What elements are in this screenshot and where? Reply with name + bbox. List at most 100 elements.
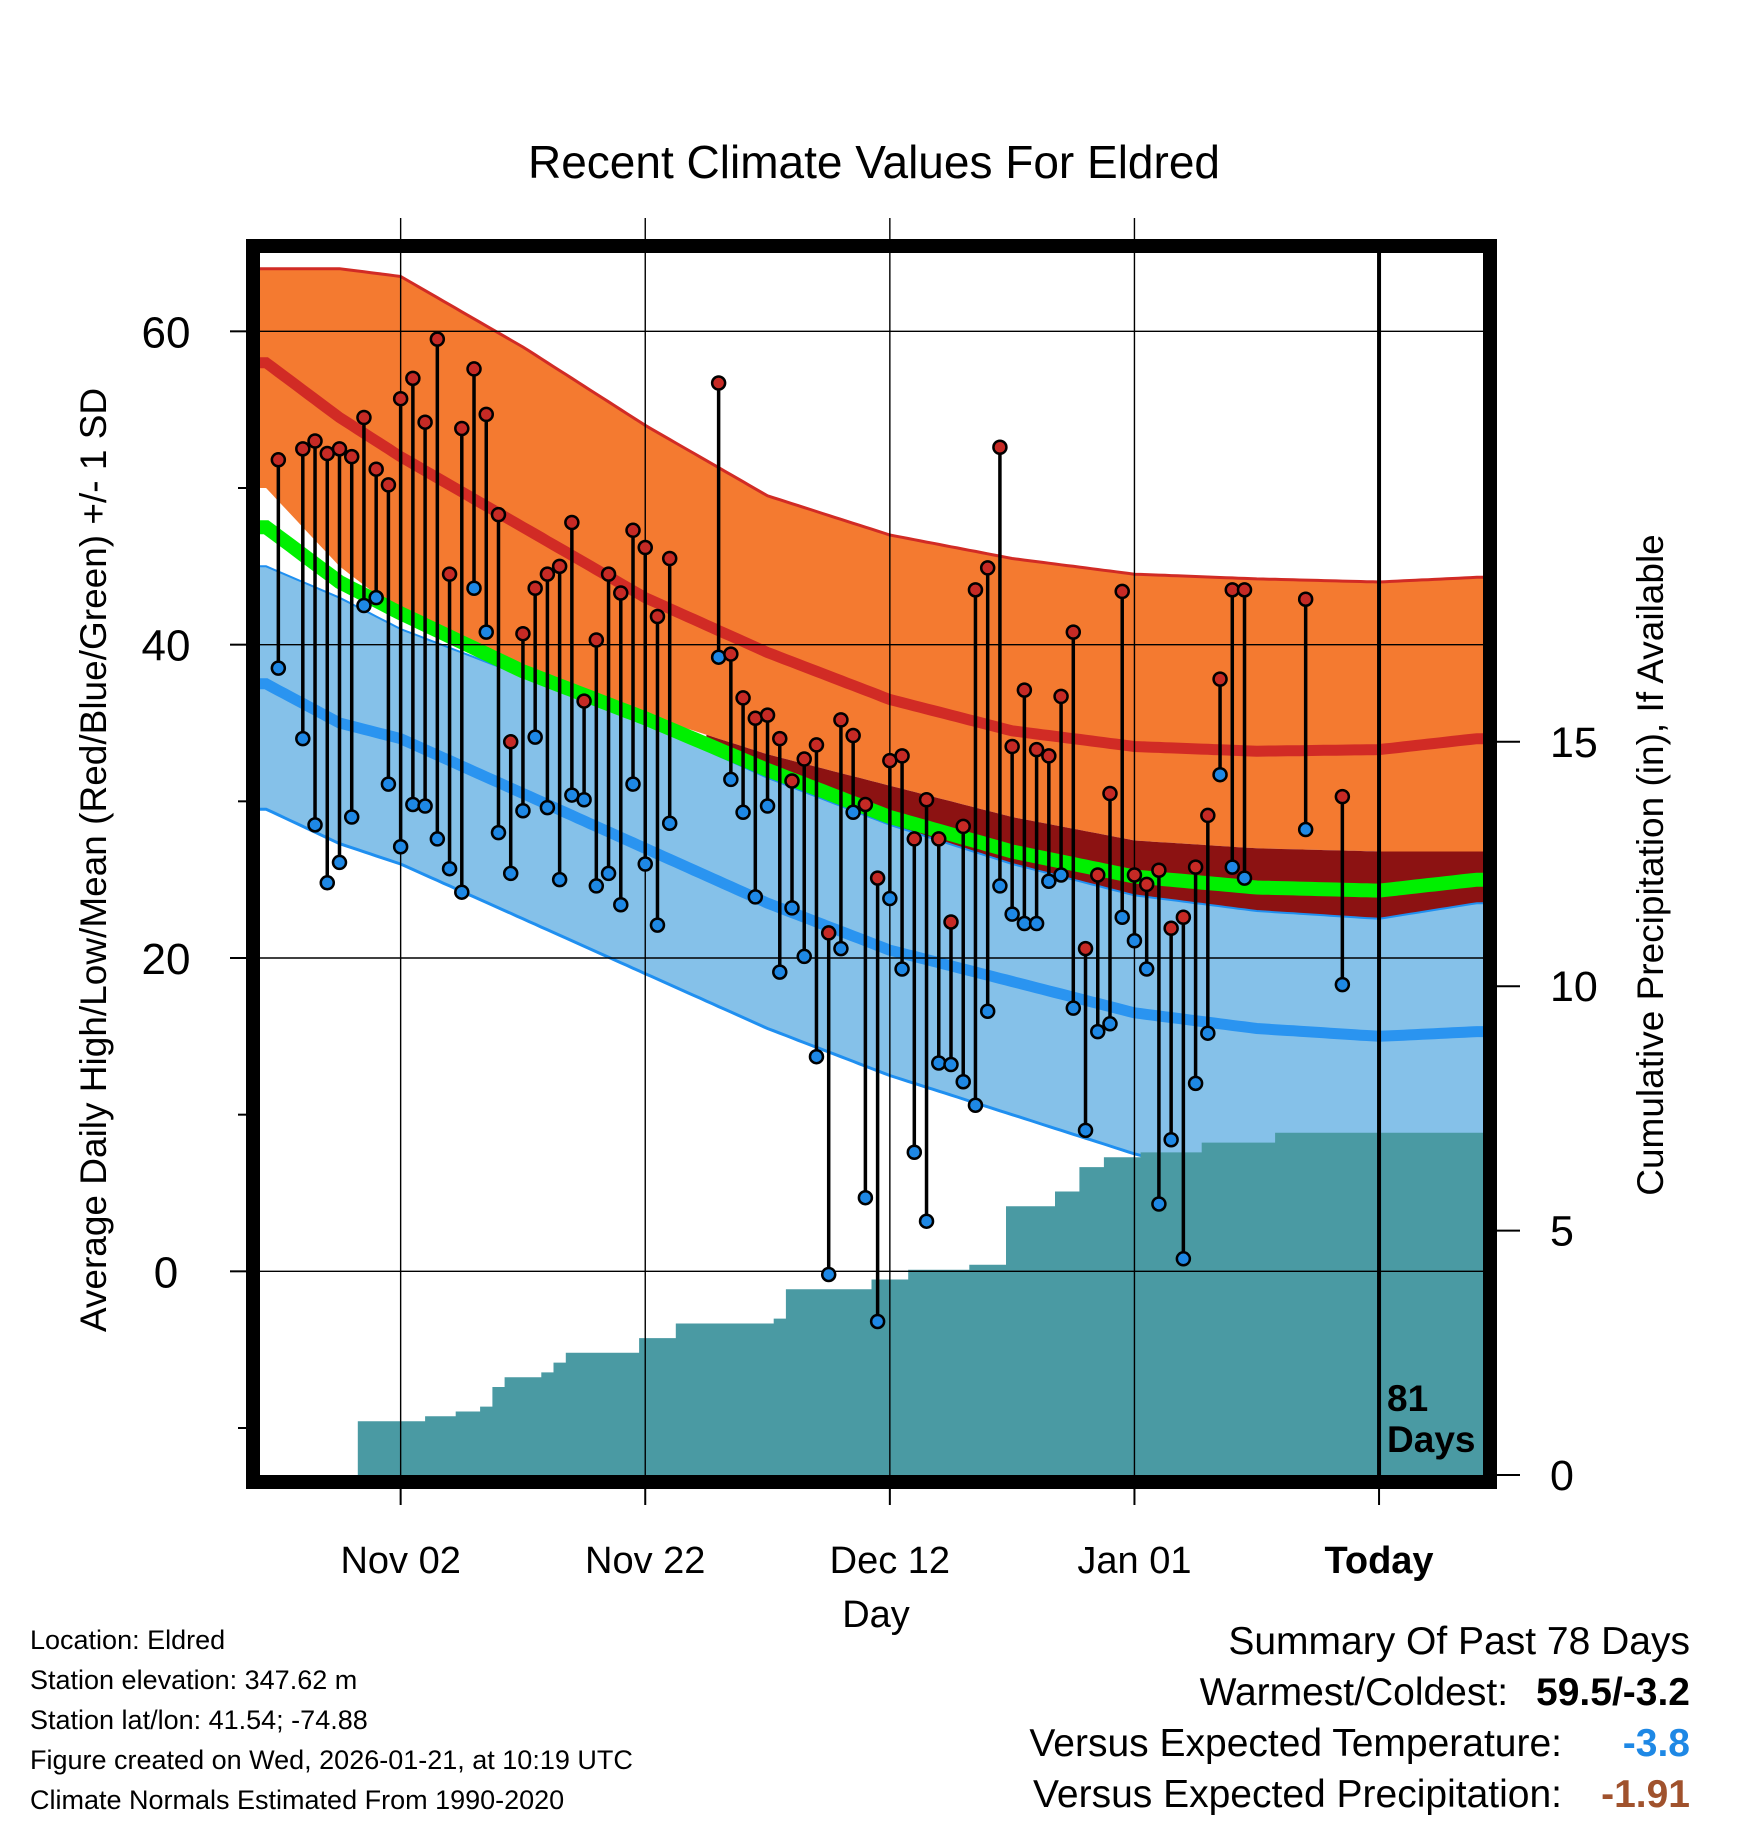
obs-low-dot (710, 649, 727, 665)
obs-low-dot (307, 817, 323, 833)
obs-day (343, 448, 360, 825)
precipitation-area (345, 1132, 1483, 1475)
obs-day (1126, 867, 1143, 949)
x-tick-label: Nov 22 (585, 1540, 705, 1582)
obs-day (967, 582, 984, 1114)
obs-high-dot (1053, 688, 1069, 705)
obs-high-dot (735, 690, 751, 706)
obs-day (600, 566, 617, 882)
info-elevation: Station elevation: 347.62 m (30, 1665, 358, 1695)
obs-low-dot (820, 1266, 837, 1283)
obs-low-dot (869, 1313, 886, 1330)
obs-day (1334, 788, 1351, 993)
obs-day (979, 560, 996, 1020)
obs-day (527, 580, 543, 745)
obs-day (564, 514, 580, 803)
obs-low-dot (613, 896, 629, 913)
obs-low-dot (392, 839, 409, 855)
obs-high-dot (600, 566, 617, 582)
obs-low-dot (1053, 867, 1069, 883)
obs-high-dot (1028, 741, 1045, 758)
obs-low-dot (955, 1074, 971, 1090)
obs-low-dot (466, 580, 482, 597)
summary-temp-label: Versus Expected Temperature: (1029, 1722, 1562, 1765)
obs-high-dot (625, 522, 641, 539)
obs-low-dot (368, 589, 384, 606)
obs-high-dot (1041, 748, 1057, 764)
obs-low-dot (1187, 1075, 1204, 1092)
obs-day (894, 748, 910, 977)
obs-low-dot (625, 776, 641, 792)
obs-high-dot (295, 441, 311, 457)
low-mean-line (260, 678, 1483, 1042)
obs-low-dot (894, 961, 910, 977)
obs-low-dot (808, 1048, 825, 1065)
low-sd-band (260, 566, 1483, 1206)
obs-day (882, 752, 898, 907)
summary-warmest-row: Warmest/Coldest: 59.5/-3.2 (1029, 1667, 1690, 1718)
obs-day (1016, 682, 1033, 932)
obs-low-dot (1090, 1023, 1106, 1040)
obs-low-dot (490, 824, 507, 841)
obs-low-dot (637, 856, 653, 872)
station-info: Location: Eldred Station elevation: 347.… (30, 1620, 633, 1820)
today-days-number: 81 (1387, 1378, 1428, 1419)
obs-day (1212, 671, 1228, 783)
obs-high-dot (1090, 867, 1106, 883)
obs-high-dot (343, 448, 360, 465)
precip-tick-label: 10 (1550, 963, 1598, 1011)
obs-high-dot (551, 558, 568, 575)
obs-low-dot (380, 776, 397, 792)
obs-high-dot (1175, 909, 1192, 926)
obs-day (796, 751, 812, 965)
obs-day (1236, 582, 1253, 886)
obs-day (429, 331, 446, 847)
obs-day (1102, 785, 1118, 1032)
obs-day (588, 632, 605, 894)
obs-high-dot (992, 439, 1008, 456)
obs-low-dot (833, 940, 849, 957)
obs-day (723, 646, 739, 788)
obs-day (466, 361, 482, 597)
obs-day (906, 831, 923, 1161)
obs-low-dot (845, 804, 861, 821)
obs-low-dot (1151, 1196, 1167, 1212)
obs-low-dot (1224, 859, 1241, 875)
obs-high-dot (723, 646, 739, 662)
y-tick-label: 20 (142, 935, 191, 984)
obs-high-dot (527, 580, 543, 597)
y-tick-label: 40 (142, 622, 191, 671)
obs-high-dot (417, 414, 433, 430)
obs-day (1077, 940, 1094, 1139)
obs-high-dot (1151, 862, 1167, 879)
obs-high-dot (1200, 807, 1216, 824)
y-tick-label: 0 (154, 1248, 178, 1297)
obs-low-dot (1114, 909, 1130, 926)
obs-low-dot (772, 964, 788, 980)
obs-day (1065, 624, 1082, 1016)
obs-high-dot (307, 433, 323, 449)
obs-low-dot (735, 804, 751, 821)
summary-precip-row: Versus Expected Precipitation: -1.91 (1029, 1769, 1690, 1820)
obs-high-dot (955, 818, 971, 835)
obs-day (551, 558, 568, 888)
obs-day (992, 439, 1008, 894)
obs-high-dot (747, 710, 764, 727)
obs-day (1138, 876, 1155, 977)
obs-day (857, 796, 874, 1206)
obs-low-dot (1200, 1025, 1216, 1041)
obs-day (1151, 862, 1167, 1212)
obs-high-dot (1065, 624, 1082, 640)
obs-day (1053, 688, 1069, 883)
obs-day (845, 727, 861, 821)
obs-low-dot (992, 878, 1008, 894)
obs-day (833, 712, 849, 957)
obs-high-dot (454, 420, 470, 437)
obs-low-dot (1004, 906, 1020, 922)
obs-day (613, 585, 629, 913)
obs-high-dot (808, 737, 825, 753)
summary-precip-label: Versus Expected Precipitation: (1033, 1773, 1562, 1816)
obs-low-dot (600, 865, 617, 882)
summary-panel: Summary Of Past 78 Days Warmest/Coldest:… (1029, 1616, 1690, 1820)
info-latlon: Station lat/lon: 41.54; -74.88 (30, 1705, 368, 1735)
